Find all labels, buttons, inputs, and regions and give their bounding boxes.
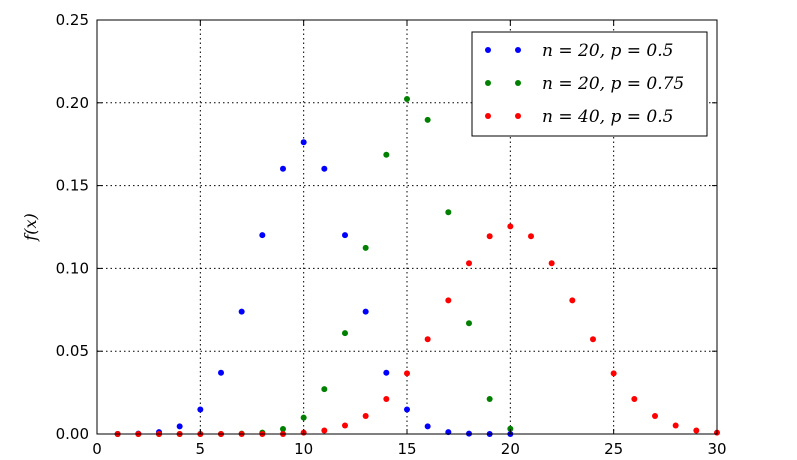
data-point	[259, 232, 266, 239]
data-point	[176, 423, 183, 430]
data-point	[672, 422, 679, 429]
x-tick-label: 30	[707, 440, 726, 458]
y-tick-label: 0.25	[56, 11, 89, 29]
axis-ticks: 0 5 10 15 20 25 30 0.00 0.05 0.10 0.15 0.20 0.25	[56, 11, 727, 458]
data-point	[404, 95, 410, 102]
legend: n = 20, p = 0.5 n = 20, p = 0.75 n = 40, p…	[471, 31, 708, 137]
y-tick-label: 0.05	[56, 342, 89, 360]
series-1	[114, 139, 514, 437]
data-point	[383, 151, 390, 158]
data-point	[445, 297, 452, 304]
y-tick-label: 0.00	[56, 425, 89, 443]
plot-frame	[96, 19, 718, 435]
data-point	[342, 330, 348, 337]
series-3	[114, 223, 720, 437]
data-point	[383, 369, 390, 376]
y-axis-label: f(x)	[21, 213, 40, 241]
data-point	[610, 370, 617, 377]
data-point	[631, 396, 638, 403]
x-tick-label: 0	[92, 440, 102, 458]
data-point	[362, 244, 369, 251]
data-point	[693, 427, 700, 434]
legend-marker	[515, 47, 521, 53]
legend-marker	[515, 113, 521, 119]
x-tick-label: 5	[196, 440, 206, 458]
data-point	[300, 414, 307, 421]
data-point	[486, 233, 493, 240]
legend-marker	[485, 113, 491, 119]
data-points	[114, 95, 720, 437]
data-point	[445, 209, 452, 216]
data-point	[486, 396, 493, 403]
data-point	[321, 386, 328, 393]
data-point	[362, 412, 369, 419]
data-point	[197, 406, 204, 413]
data-point	[280, 165, 286, 172]
legend-label: n = 20, p = 0.5	[542, 41, 673, 61]
x-tick-label: 15	[397, 440, 416, 458]
data-point	[548, 260, 555, 267]
x-tick-label: 10	[294, 440, 313, 458]
data-point	[466, 260, 472, 267]
data-point	[238, 308, 245, 315]
x-tick-label: 20	[501, 440, 520, 458]
data-point	[424, 423, 431, 430]
data-point	[300, 139, 307, 146]
y-tick-label: 0.10	[56, 259, 89, 277]
data-point	[569, 297, 576, 304]
data-point	[383, 396, 390, 403]
data-point	[342, 422, 348, 429]
series-2	[114, 95, 514, 437]
data-point	[362, 308, 369, 315]
y-tick-label: 0.15	[56, 177, 89, 195]
data-point	[321, 165, 328, 172]
legend-label: n = 40, p = 0.5	[542, 107, 673, 127]
legend-marker	[515, 80, 521, 86]
data-point	[507, 425, 514, 432]
data-point	[404, 406, 410, 413]
legend-marker	[485, 47, 491, 53]
data-point	[424, 116, 431, 123]
data-point	[321, 427, 328, 434]
legend-box	[471, 31, 708, 137]
data-point	[404, 370, 410, 377]
data-point	[590, 336, 596, 343]
data-point	[652, 412, 658, 419]
data-point	[424, 336, 431, 343]
data-point	[218, 369, 224, 376]
legend-label: n = 20, p = 0.75	[542, 74, 684, 94]
data-point	[466, 320, 472, 327]
data-point	[342, 232, 348, 239]
data-point	[507, 223, 514, 230]
x-tick-label: 25	[604, 440, 623, 458]
legend-marker	[485, 80, 491, 86]
data-point	[528, 233, 534, 240]
y-tick-label: 0.20	[56, 94, 89, 112]
data-point	[280, 426, 286, 433]
